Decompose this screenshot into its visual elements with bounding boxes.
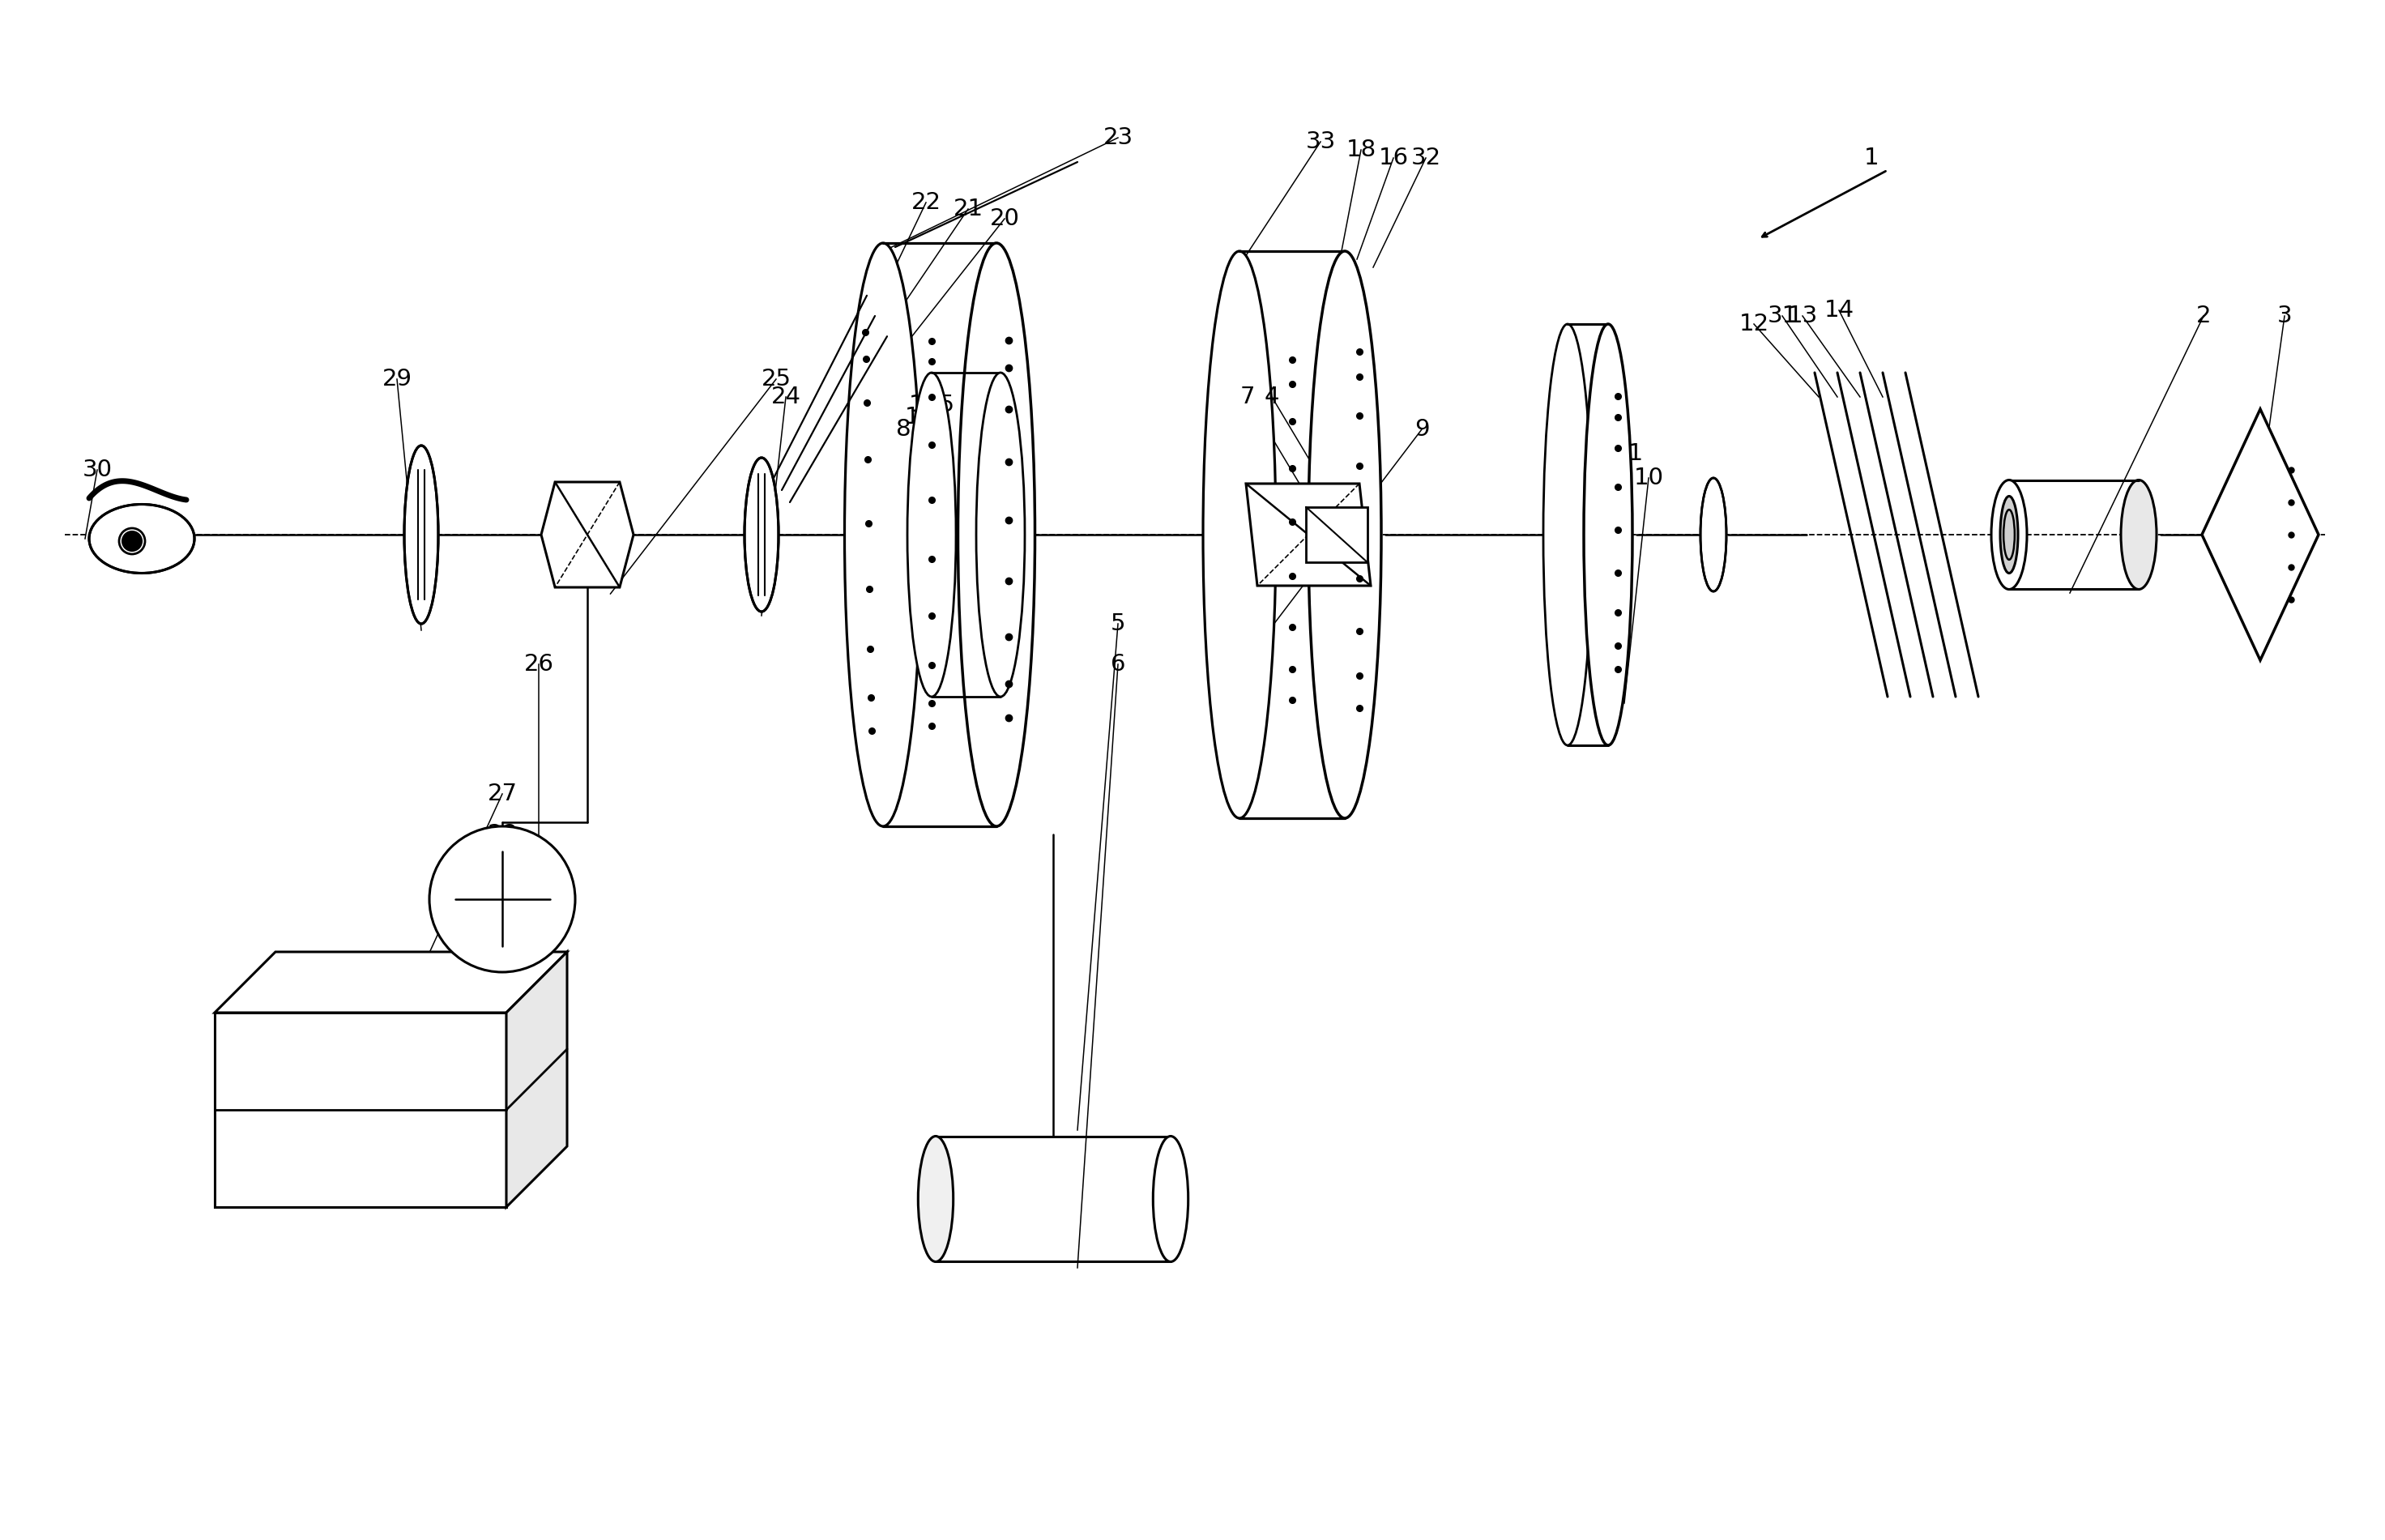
Ellipse shape xyxy=(975,373,1026,696)
Polygon shape xyxy=(541,482,634,587)
Ellipse shape xyxy=(1701,477,1727,591)
Text: 12: 12 xyxy=(1739,313,1770,336)
Ellipse shape xyxy=(2001,496,2018,573)
Text: 32: 32 xyxy=(1412,146,1441,169)
Polygon shape xyxy=(215,1013,506,1207)
Polygon shape xyxy=(2201,410,2318,661)
Text: 3: 3 xyxy=(2278,305,2292,328)
Circle shape xyxy=(122,531,141,551)
Text: 8: 8 xyxy=(897,417,911,440)
Text: 10: 10 xyxy=(1634,467,1665,490)
Text: 13: 13 xyxy=(1786,305,1817,328)
Ellipse shape xyxy=(906,373,956,696)
Text: 7: 7 xyxy=(1240,385,1255,408)
Text: 21: 21 xyxy=(954,197,983,220)
Text: 4: 4 xyxy=(1264,385,1278,408)
Text: 22: 22 xyxy=(911,191,942,214)
Ellipse shape xyxy=(2120,480,2156,590)
Text: 29: 29 xyxy=(382,368,413,391)
Text: 20: 20 xyxy=(990,208,1018,229)
Ellipse shape xyxy=(1152,1137,1188,1261)
Polygon shape xyxy=(1245,484,1371,585)
Ellipse shape xyxy=(844,243,921,827)
Text: 25: 25 xyxy=(761,368,792,391)
Ellipse shape xyxy=(1309,251,1381,818)
Polygon shape xyxy=(506,952,568,1207)
Text: 19: 19 xyxy=(909,394,940,416)
Ellipse shape xyxy=(88,504,196,573)
Text: 2: 2 xyxy=(2197,305,2211,328)
Ellipse shape xyxy=(1584,323,1631,745)
Text: 26: 26 xyxy=(525,653,553,676)
Polygon shape xyxy=(1307,507,1367,562)
Text: 14: 14 xyxy=(1825,299,1853,322)
Text: 9: 9 xyxy=(1414,417,1429,440)
Ellipse shape xyxy=(119,528,145,554)
Text: 30: 30 xyxy=(81,459,112,480)
Ellipse shape xyxy=(918,1137,954,1261)
Text: 15: 15 xyxy=(925,394,954,416)
Text: 31: 31 xyxy=(1767,305,1798,328)
Text: 11: 11 xyxy=(1612,442,1643,465)
Text: 23: 23 xyxy=(1102,126,1133,149)
Ellipse shape xyxy=(1543,323,1591,745)
Polygon shape xyxy=(215,952,568,1013)
Text: 18: 18 xyxy=(1345,139,1376,162)
Ellipse shape xyxy=(959,243,1035,827)
Ellipse shape xyxy=(744,457,778,611)
Text: 24: 24 xyxy=(770,385,801,408)
Ellipse shape xyxy=(403,445,439,624)
Text: 5: 5 xyxy=(1111,613,1126,634)
Ellipse shape xyxy=(1202,251,1276,818)
Ellipse shape xyxy=(1991,480,2027,590)
Text: 16: 16 xyxy=(1379,146,1410,169)
Text: 6: 6 xyxy=(1111,653,1126,676)
Text: 27: 27 xyxy=(487,782,518,805)
Text: 33: 33 xyxy=(1305,131,1336,152)
Text: 1: 1 xyxy=(1863,146,1879,169)
Circle shape xyxy=(429,827,575,972)
Text: 28: 28 xyxy=(487,822,518,845)
Text: 17: 17 xyxy=(904,407,935,428)
